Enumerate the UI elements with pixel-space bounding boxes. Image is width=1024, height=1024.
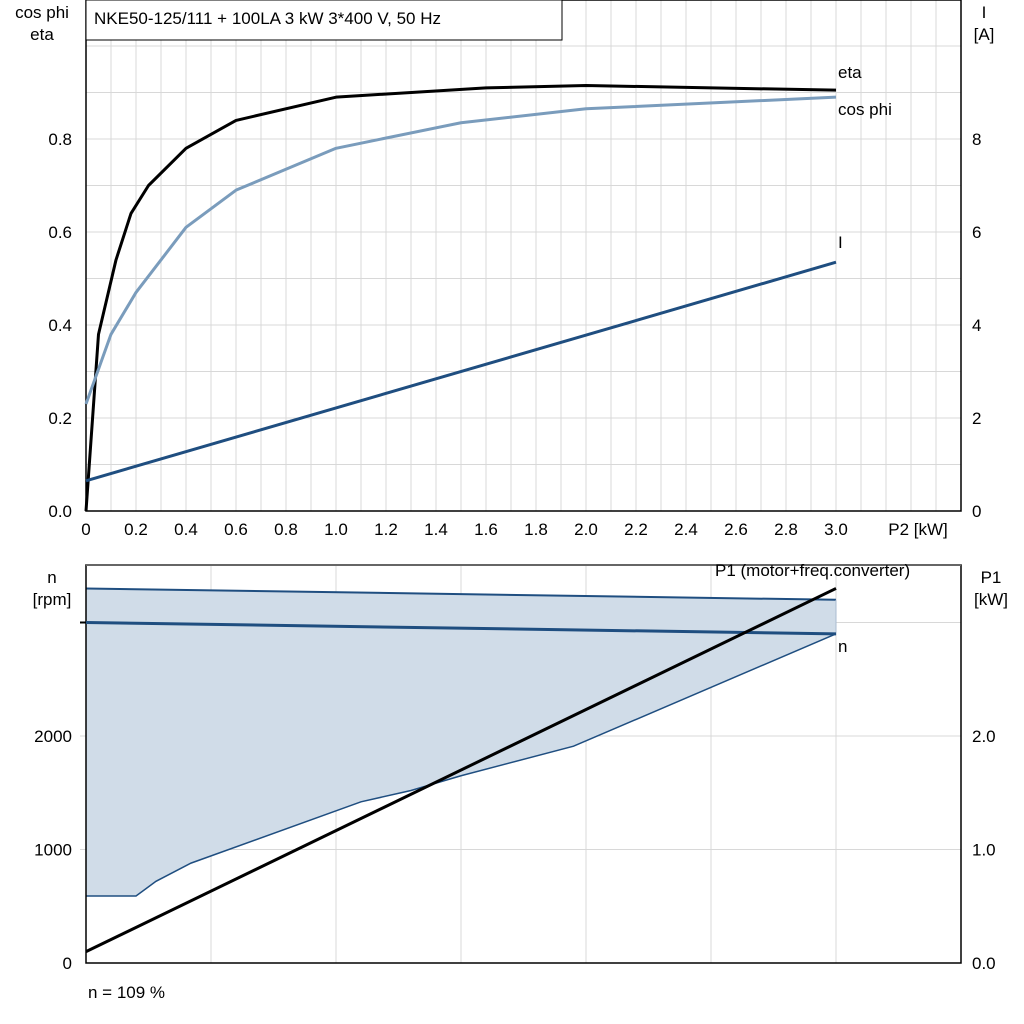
- x-tick-label: 2.6: [724, 520, 748, 539]
- x-tick-label: 1.6: [474, 520, 498, 539]
- series-line-I: [85, 260, 837, 483]
- y-tick-label: 0.0: [48, 502, 72, 521]
- y2-axis-label: [kW]: [974, 590, 1008, 609]
- y-axis-label: n: [47, 568, 56, 587]
- band-upper-line: [85, 587, 837, 601]
- x-tick-label: 3.0: [824, 520, 848, 539]
- y-axis-label: eta: [30, 25, 54, 44]
- plot-frame: [85, 0, 962, 512]
- band-lower-line: [86, 633, 837, 897]
- y2-tick-label: 4: [972, 316, 981, 335]
- y2-axis-label: I: [982, 3, 987, 22]
- series-label: eta: [838, 63, 862, 82]
- y2-tick-label: 0: [972, 502, 981, 521]
- y-tick-label: 0.2: [48, 409, 72, 428]
- y-tick-label: 0: [63, 954, 72, 973]
- x-tick-label: 0.4: [174, 520, 198, 539]
- series-label: cos phi: [838, 100, 892, 119]
- x-tick-label: 0: [81, 520, 90, 539]
- y-axis-label: cos phi: [15, 3, 69, 22]
- title-box: [85, 0, 563, 41]
- x-tick-label: 2.2: [624, 520, 648, 539]
- y-tick-label: 0.4: [48, 316, 72, 335]
- y2-tick-label: 2.0: [972, 727, 996, 746]
- y2-tick-label: 2: [972, 409, 981, 428]
- y2-axis-label: P1: [981, 568, 1002, 587]
- y-tick-label: 0.6: [48, 223, 72, 242]
- y2-tick-label: 0.0: [972, 954, 996, 973]
- x-tick-label: 2.8: [774, 520, 798, 539]
- series-line-eta: [84, 84, 837, 512]
- x-tick-label: 0.6: [224, 520, 248, 539]
- x-tick-label: 2.4: [674, 520, 698, 539]
- x-tick-label: 1.0: [324, 520, 348, 539]
- series-label: I: [838, 233, 843, 252]
- series-line-n: [85, 621, 837, 636]
- x-tick-label: 1.2: [374, 520, 398, 539]
- x-tick-label: 2.0: [574, 520, 598, 539]
- y2-axis-label: [A]: [974, 25, 995, 44]
- series-line-P1: [85, 587, 837, 954]
- series-label: n: [838, 637, 847, 656]
- operating-range-band: [86, 588, 836, 897]
- y-tick-label: 2000: [34, 727, 72, 746]
- y2-tick-label: 6: [972, 223, 981, 242]
- chart-title: NKE50-125/111 + 100LA 3 kW 3*400 V, 50 H…: [94, 9, 441, 28]
- y-tick-label: 0.8: [48, 130, 72, 149]
- y-tick-label: 1000: [34, 841, 72, 860]
- series-line-cos-phi: [84, 95, 837, 405]
- y-axis-label: [rpm]: [33, 590, 72, 609]
- x-axis-label: P2 [kW]: [888, 520, 948, 539]
- x-tick-label: 1.8: [524, 520, 548, 539]
- x-tick-label: 0.2: [124, 520, 148, 539]
- x-tick-label: 0.8: [274, 520, 298, 539]
- y2-tick-label: 8: [972, 130, 981, 149]
- x-tick-label: 1.4: [424, 520, 448, 539]
- y2-tick-label: 1.0: [972, 841, 996, 860]
- series-label: P1 (motor+freq.converter): [715, 561, 910, 580]
- speed-note: n = 109 %: [88, 983, 165, 1002]
